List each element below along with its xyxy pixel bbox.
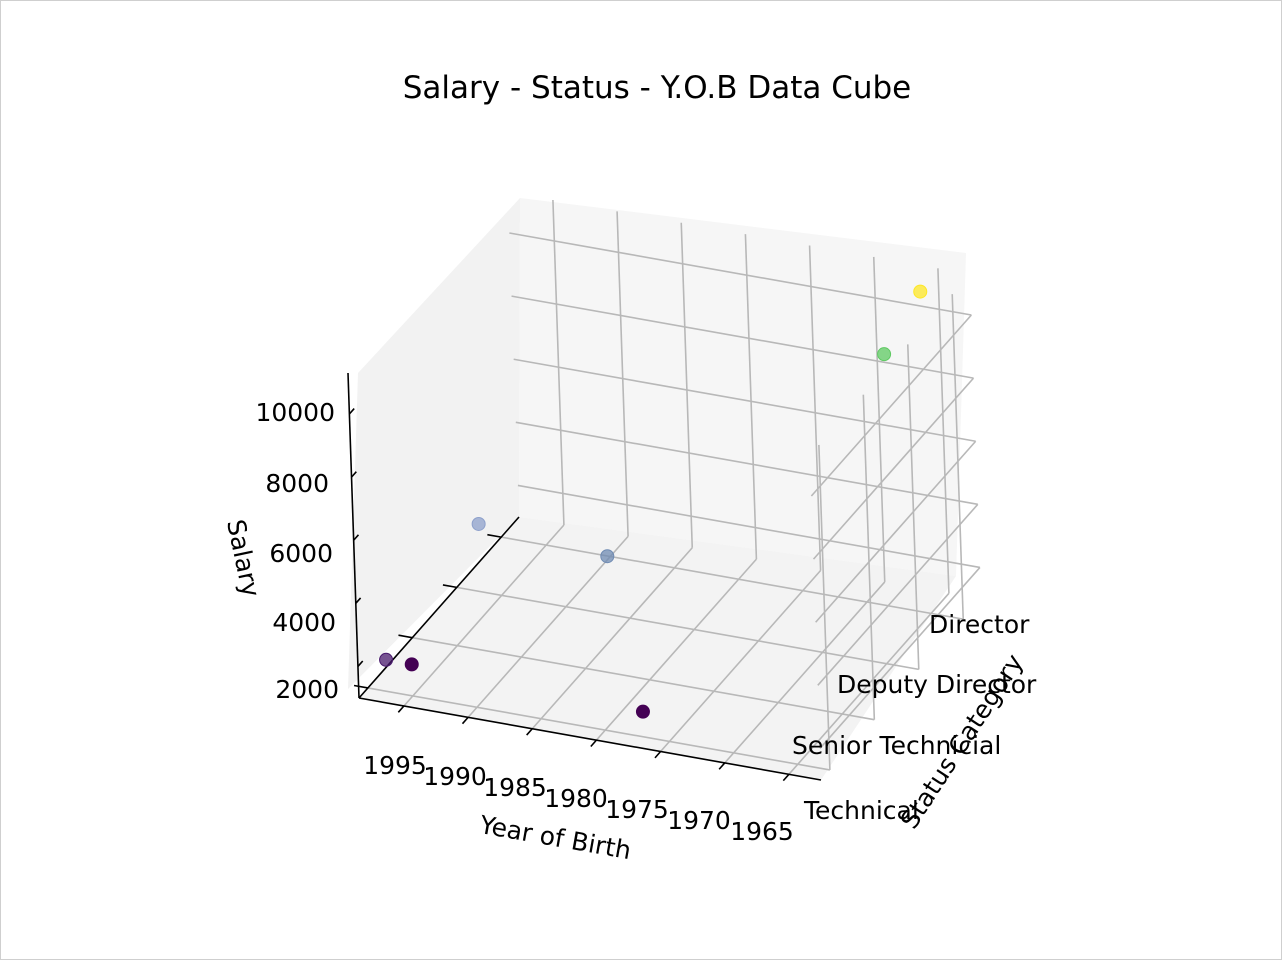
x-tick-1975 bbox=[654, 750, 662, 759]
back-right-pane bbox=[519, 198, 966, 576]
grid-lines bbox=[367, 199, 981, 775]
y-tick-3 bbox=[487, 533, 502, 538]
z-tick-10000 bbox=[348, 408, 355, 415]
grid-x-wall-1980 bbox=[744, 234, 758, 560]
x-tick-label-1990: 1990 bbox=[423, 762, 487, 791]
z-tick-label-8000: 8000 bbox=[265, 469, 329, 498]
x-tick-label-1965: 1965 bbox=[730, 817, 794, 846]
grid-z-rightwall-8000 bbox=[511, 295, 974, 379]
grid-z-rightwall-6000 bbox=[513, 358, 976, 443]
grid-y-wall-0 bbox=[818, 444, 831, 770]
z-tick-2000 bbox=[357, 660, 364, 667]
x-tick-1980 bbox=[590, 739, 598, 748]
chart-title: Salary - Status - Y.O.B Data Cube bbox=[403, 70, 912, 106]
z-axis-line bbox=[347, 372, 360, 699]
z-tick-6000 bbox=[353, 534, 360, 541]
grid-y-floor-1 bbox=[412, 636, 875, 721]
data-point-0 bbox=[379, 652, 394, 667]
x-tick-1990 bbox=[461, 716, 469, 725]
grid-x-wall-1995 bbox=[552, 199, 565, 525]
grid-x-floor-1990 bbox=[467, 535, 629, 718]
y-tick-label-technical: Technical bbox=[803, 796, 919, 825]
x-tick-1970 bbox=[718, 762, 726, 770]
grid-x-wall-1975 bbox=[808, 245, 822, 571]
data-point-1 bbox=[404, 657, 419, 672]
data-point-4 bbox=[600, 549, 615, 564]
grid-y-wall-1 bbox=[862, 394, 876, 720]
x-axis-line bbox=[358, 697, 822, 781]
grid-z-leftwall-8000 bbox=[812, 377, 975, 560]
x-tick-label-1975: 1975 bbox=[605, 795, 669, 824]
floor-pane bbox=[359, 517, 956, 780]
data-point-5 bbox=[877, 347, 892, 362]
grid-y-floor-2 bbox=[456, 586, 919, 671]
y-tick-2 bbox=[442, 584, 457, 589]
grid-z-leftwall-6000 bbox=[815, 440, 977, 623]
y-tick-0 bbox=[353, 684, 369, 689]
data-points bbox=[379, 284, 928, 719]
data-point-6 bbox=[913, 284, 928, 299]
grid-x-floor-1975 bbox=[659, 569, 822, 753]
grid-x-floor-1995 bbox=[403, 524, 565, 707]
grid-z-leftwall-10000 bbox=[810, 314, 972, 497]
y-tick-label-senior-technicial: Senior Technicial bbox=[792, 731, 1001, 760]
z-tick-label-6000: 6000 bbox=[269, 539, 333, 568]
grid-y-floor-0 bbox=[367, 687, 831, 771]
z-axis-label: Salary bbox=[221, 517, 266, 600]
x-tick-label-1970: 1970 bbox=[667, 806, 731, 835]
x-tick-label-1980: 1980 bbox=[544, 784, 608, 813]
x-tick-label-1995: 1995 bbox=[363, 751, 427, 780]
y-tick-label-director: Director bbox=[929, 610, 1030, 639]
grid-x-floor-1965 bbox=[788, 592, 950, 775]
grid-z-leftwall-4000 bbox=[817, 503, 979, 686]
y-axis-line bbox=[358, 516, 520, 699]
x-tick-label-1985: 1985 bbox=[483, 773, 547, 802]
z-tick-label-2000: 2000 bbox=[275, 675, 339, 704]
grid-y-wall-2 bbox=[906, 344, 920, 670]
data-point-2 bbox=[635, 704, 650, 719]
axis-lines bbox=[347, 372, 822, 782]
z-tick-8000 bbox=[350, 471, 357, 478]
z-tick-label-4000: 4000 bbox=[272, 608, 336, 637]
grid-x-wall-1985 bbox=[680, 222, 694, 548]
grid-x-floor-1970 bbox=[724, 581, 886, 764]
grid-x-floor-1985 bbox=[531, 547, 693, 730]
x-tick-1995 bbox=[397, 705, 405, 713]
grid-y-floor-3 bbox=[501, 536, 964, 620]
y-tick-1 bbox=[398, 634, 413, 639]
x-tick-1985 bbox=[526, 728, 533, 736]
data-point-3 bbox=[471, 516, 486, 531]
z-tick-label-10000: 10000 bbox=[255, 398, 335, 427]
grid-x-wall-1990 bbox=[616, 211, 629, 537]
grid-z-rightwall-10000 bbox=[509, 232, 972, 316]
grid-z-rightwall-4000 bbox=[515, 421, 978, 506]
z-tick-4000 bbox=[355, 597, 362, 604]
grid-z-leftwall-2000 bbox=[819, 566, 981, 749]
x-tick-1965 bbox=[782, 773, 790, 782]
grid-z-rightwall-2000 bbox=[517, 484, 981, 569]
grid-x-floor-1980 bbox=[595, 558, 758, 741]
back-left-pane bbox=[348, 198, 520, 689]
y-tick-label-deputy-director: Deputy Director bbox=[837, 670, 1037, 699]
